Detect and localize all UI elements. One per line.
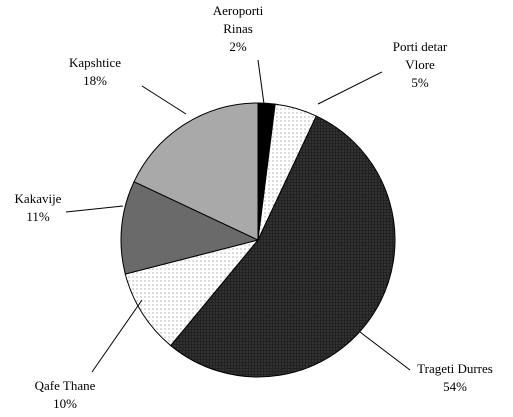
value-label: 10% (53, 396, 77, 411)
slice-label: Kapshtice (69, 55, 121, 70)
slice-label: Porti detar (393, 39, 448, 54)
leader-line (317, 71, 383, 105)
pie-slice (169, 115, 396, 378)
pie-slice (124, 239, 260, 347)
value-label: 54% (443, 379, 467, 394)
slice-label: Aeroporti (213, 3, 264, 18)
value-label: 5% (411, 75, 429, 90)
leader-line (141, 85, 187, 115)
slice-label: Trageti Durres (417, 361, 493, 376)
value-label: 18% (83, 73, 107, 88)
slice-label: Vlore (405, 57, 435, 72)
slice-label: Kakavije (15, 191, 62, 206)
leader-line (359, 331, 411, 371)
value-label: 11% (26, 209, 50, 224)
pie-slice (133, 102, 259, 241)
leader-line (65, 205, 124, 213)
slice-label: Qafe Thane (35, 378, 96, 393)
leader-line (257, 59, 265, 105)
pie-slice (120, 181, 260, 275)
leader-line (91, 299, 143, 373)
value-label: 2% (229, 39, 247, 54)
slice-label: Rinas (223, 21, 253, 36)
